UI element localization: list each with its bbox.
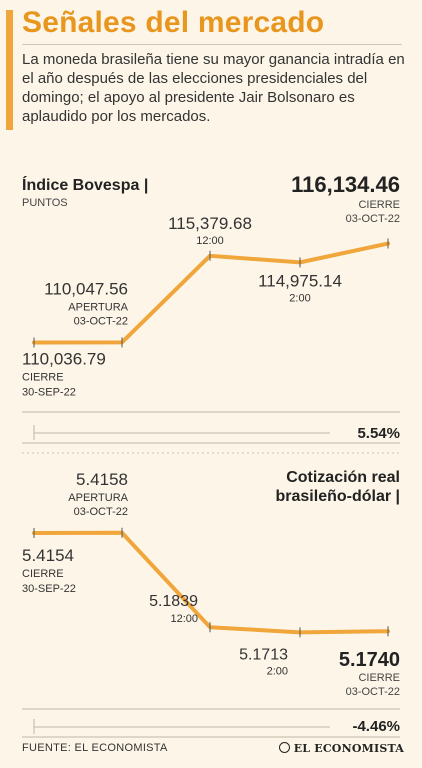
publisher-logo: EL ECONOMISTA <box>278 741 404 755</box>
real-usd-headline-date: 03-OCT-22 <box>346 686 400 698</box>
bovespa-change-value: 5.54% <box>357 425 400 442</box>
real-usd-title: Cotización real <box>286 469 400 486</box>
source-note: FUENTE: EL ECONOMISTA <box>22 742 168 754</box>
bovespa-point-date: 03-OCT-22 <box>74 315 128 327</box>
bovespa-title: Índice Bovespa | <box>22 175 148 194</box>
real-usd-headline-label: CIERRE <box>358 672 400 684</box>
real-usd-point-label: CIERRE <box>22 568 64 580</box>
bovespa-series: 110,036.79 CIERRE 30-SEP-22 110,047.56 APERT… <box>22 214 390 399</box>
bovespa-point-date: 30-SEP-22 <box>22 387 76 399</box>
title-rule <box>22 44 402 45</box>
real-usd-title-line2: brasileño-dólar | <box>276 488 401 505</box>
real-usd-series: 5.4154 CIERRE 30-SEP-22 5.4158 APERTURA 03-OC… <box>22 470 390 677</box>
bovespa-subtitle: PUNTOS <box>22 197 68 209</box>
real-usd-headline-value: 5.1740 <box>339 649 400 671</box>
bovespa-point-value: 114,975.14 <box>258 271 342 290</box>
bovespa-point-label: APERTURA <box>68 301 128 313</box>
logo-icon <box>278 742 290 753</box>
intro-text: La moneda brasileña tiene su mayor ganan… <box>22 51 405 125</box>
bovespa-chart: Índice Bovespa | PUNTOS 116,134.46 CIERR… <box>22 172 400 444</box>
bovespa-point-label: 12:00 <box>196 235 224 247</box>
real-usd-point-date: 03-OCT-22 <box>74 506 128 518</box>
accent-bar <box>6 10 13 130</box>
real-usd-change-value: -4.46% <box>352 718 400 735</box>
real-usd-point-label: 2:00 <box>267 665 288 677</box>
logo-text: EL ECONOMISTA <box>293 742 404 755</box>
real-usd-point-value: 5.4158 <box>76 470 128 489</box>
real-usd-point-value: 5.1839 <box>149 593 198 610</box>
real-usd-point-date: 30-SEP-22 <box>22 583 76 595</box>
real-usd-point-label: 12:00 <box>170 613 198 625</box>
bovespa-point-value: 115,379.68 <box>168 214 252 233</box>
real-usd-chart: Cotización real brasileño-dólar | 5.1740… <box>22 469 401 738</box>
bovespa-point-label: CIERRE <box>22 372 64 384</box>
bovespa-headline-label: CIERRE <box>358 199 400 211</box>
bovespa-point-value: 110,047.56 <box>44 279 128 298</box>
bovespa-headline-value: 116,134.46 <box>291 172 400 197</box>
page-title: Señales del mercado <box>22 6 325 39</box>
bovespa-point-label: 2:00 <box>289 292 310 304</box>
real-usd-point-value: 5.4154 <box>22 546 74 565</box>
bovespa-point-value: 110,036.79 <box>22 350 106 369</box>
real-usd-point-label: APERTURA <box>68 492 128 504</box>
real-usd-point-value: 5.1713 <box>239 646 288 663</box>
bovespa-headline-date: 03-OCT-22 <box>346 213 400 225</box>
real-usd-line <box>32 530 390 635</box>
